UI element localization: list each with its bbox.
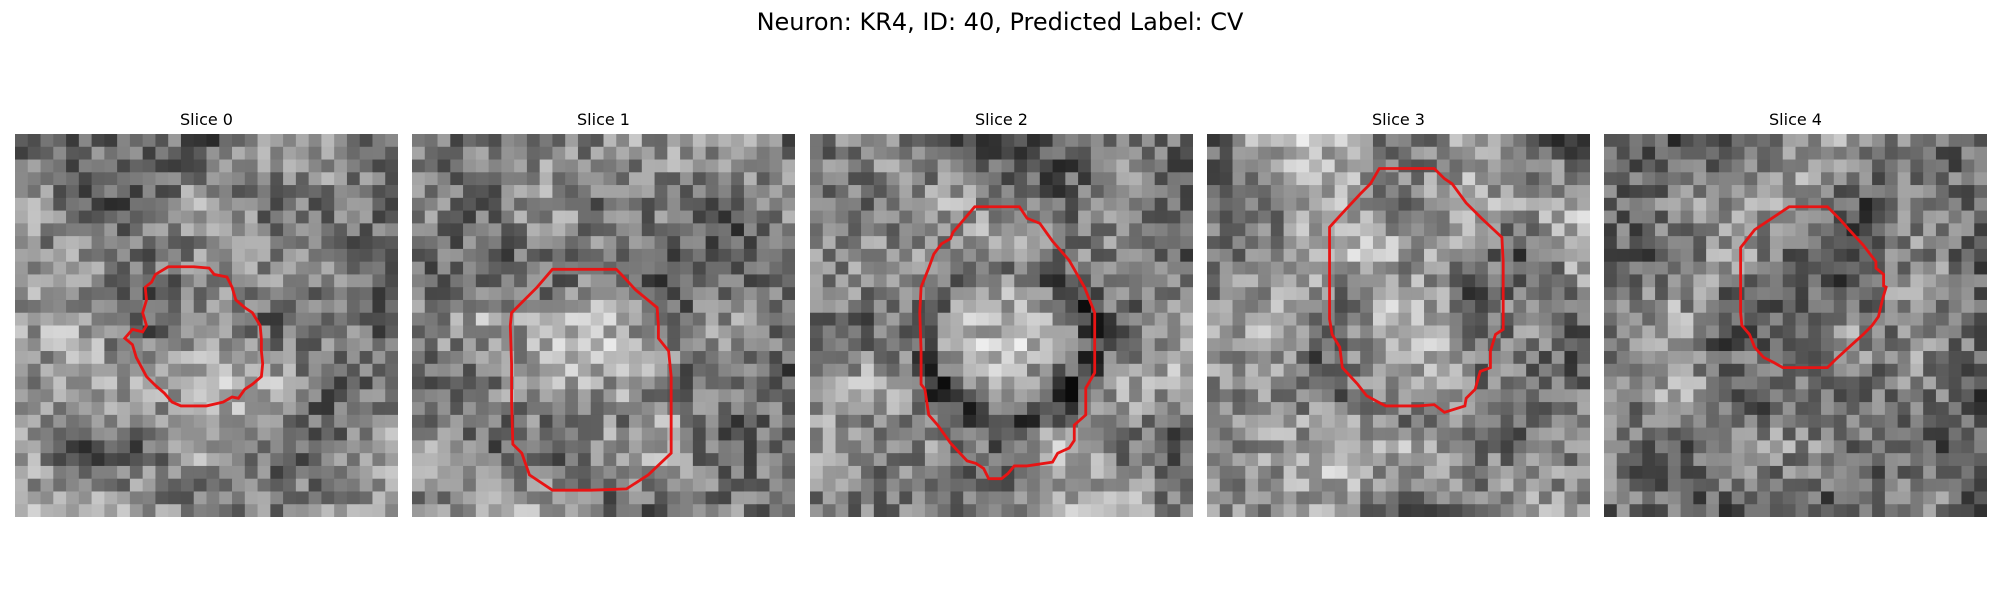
slice-title: Slice 0 [180,110,233,129]
slice-panel-1: Slice 1 [412,108,795,517]
grayscale-pixels [15,134,398,517]
slice-title: Slice 1 [577,110,630,129]
slice-image-4 [1604,134,1987,517]
grayscale-pixels [412,134,795,517]
neuron-contour [918,205,1097,481]
slice-title: Slice 3 [1372,110,1425,129]
neuron-contour [122,265,265,408]
slice-panel-2: Slice 2 [810,108,1193,517]
slice-panel-3: Slice 3 [1207,108,1590,517]
slice-panel-4: Slice 4 [1604,108,1987,517]
grayscale-pixels [1604,134,1987,517]
slice-panel-0: Slice 0 [15,108,398,517]
slice-title: Slice 2 [975,110,1028,129]
slice-title: Slice 4 [1769,110,1822,129]
slice-image-2 [810,134,1193,517]
neuron-contour [1739,205,1888,370]
figure-title: Neuron: KR4, ID: 40, Predicted Label: CV [756,8,1244,36]
slice-image-3 [1207,134,1590,517]
neuron-contour [1328,167,1505,414]
slice-image-0 [15,134,398,517]
slice-image-1 [412,134,795,517]
grayscale-pixels [1207,134,1590,517]
grayscale-pixels [810,134,1193,517]
neuron-contour [508,267,673,492]
